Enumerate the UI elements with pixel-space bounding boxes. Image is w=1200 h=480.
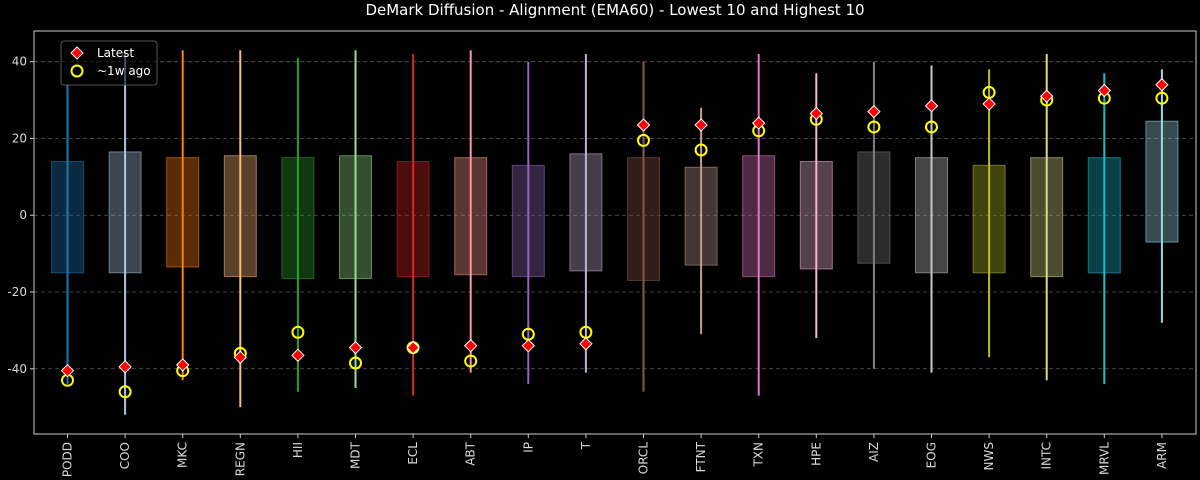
x-tick-label: PODD [61, 442, 75, 477]
x-tick-label: MKC [176, 442, 190, 468]
week-ago-marker [118, 385, 132, 399]
y-tick-label: -40 [7, 362, 27, 376]
x-tick-label: COO [118, 442, 132, 469]
x-tick-label: IP [521, 442, 535, 453]
y-tick-label: 20 [12, 131, 27, 145]
legend-week-ago-marker [70, 64, 84, 78]
axes: -40 -20 0 20 40 PODD COO MKC REGN HII MDT ECL ABT IP T… [7, 55, 1169, 477]
legend-latest-marker [70, 46, 84, 60]
latest-marker [751, 116, 766, 130]
latest-marker [175, 358, 190, 372]
latest-marker [579, 337, 593, 351]
legend: Latest ~1w ago [60, 40, 158, 86]
week-ago-marker [464, 354, 478, 368]
week-ago-marker [694, 143, 708, 157]
marker-layer [60, 78, 1169, 399]
y-tick-label: -20 [7, 285, 27, 299]
grid [34, 61, 1196, 370]
y-tick-label: 40 [12, 55, 27, 69]
x-tick-label: T [579, 441, 593, 450]
week-ago-marker [349, 356, 362, 370]
latest-marker [694, 118, 708, 132]
chart-title: DeMark Diffusion - Alignment (EMA60) - L… [365, 1, 864, 19]
week-ago-marker [925, 120, 938, 134]
latest-marker [867, 104, 881, 119]
x-tick-label: ARM [1155, 442, 1169, 469]
x-tick-label: ECL [406, 442, 420, 465]
latest-marker [118, 360, 132, 374]
latest-marker [1039, 89, 1054, 103]
week-ago-marker [1155, 91, 1169, 105]
x-tick-label: ORCL [637, 442, 651, 475]
series-layer [51, 50, 1179, 415]
x-tick-label: EOG [925, 442, 939, 468]
latest-marker [463, 339, 478, 353]
latest-marker [60, 363, 75, 378]
latest-marker [1097, 83, 1112, 98]
latest-marker [521, 339, 536, 353]
x-tick-label: REGN [233, 442, 247, 476]
x-tick-label: MRVL [1097, 442, 1111, 475]
latest-marker [982, 97, 996, 111]
plot-frame [33, 30, 1197, 435]
legend-latest-label: Latest [97, 46, 134, 60]
x-tick-label: INTC [1040, 442, 1054, 470]
latest-marker [924, 99, 939, 113]
latest-marker [1155, 78, 1169, 92]
week-ago-marker [291, 325, 305, 339]
legend-box [60, 40, 158, 86]
week-ago-marker [637, 133, 650, 147]
x-tick-label: MDT [349, 441, 363, 469]
x-tick-label: AIZ [867, 442, 881, 462]
y-tick-label: 0 [19, 208, 27, 222]
latest-marker [809, 106, 824, 121]
x-tick-label: TXN [752, 442, 766, 468]
latest-marker [636, 118, 651, 132]
x-tick-label: FTNT [694, 441, 708, 472]
latest-marker [348, 340, 363, 355]
x-tick-label: HII [291, 442, 305, 458]
week-ago-marker [867, 120, 881, 134]
x-tick-label: NWS [982, 442, 996, 470]
latest-marker [406, 340, 420, 355]
x-tick-label: HPE [809, 442, 823, 466]
legend-week-ago-label: ~1w ago [97, 64, 151, 78]
x-tick-label: ABT [464, 441, 478, 465]
latest-marker [291, 348, 305, 363]
latest-marker [233, 350, 248, 364]
